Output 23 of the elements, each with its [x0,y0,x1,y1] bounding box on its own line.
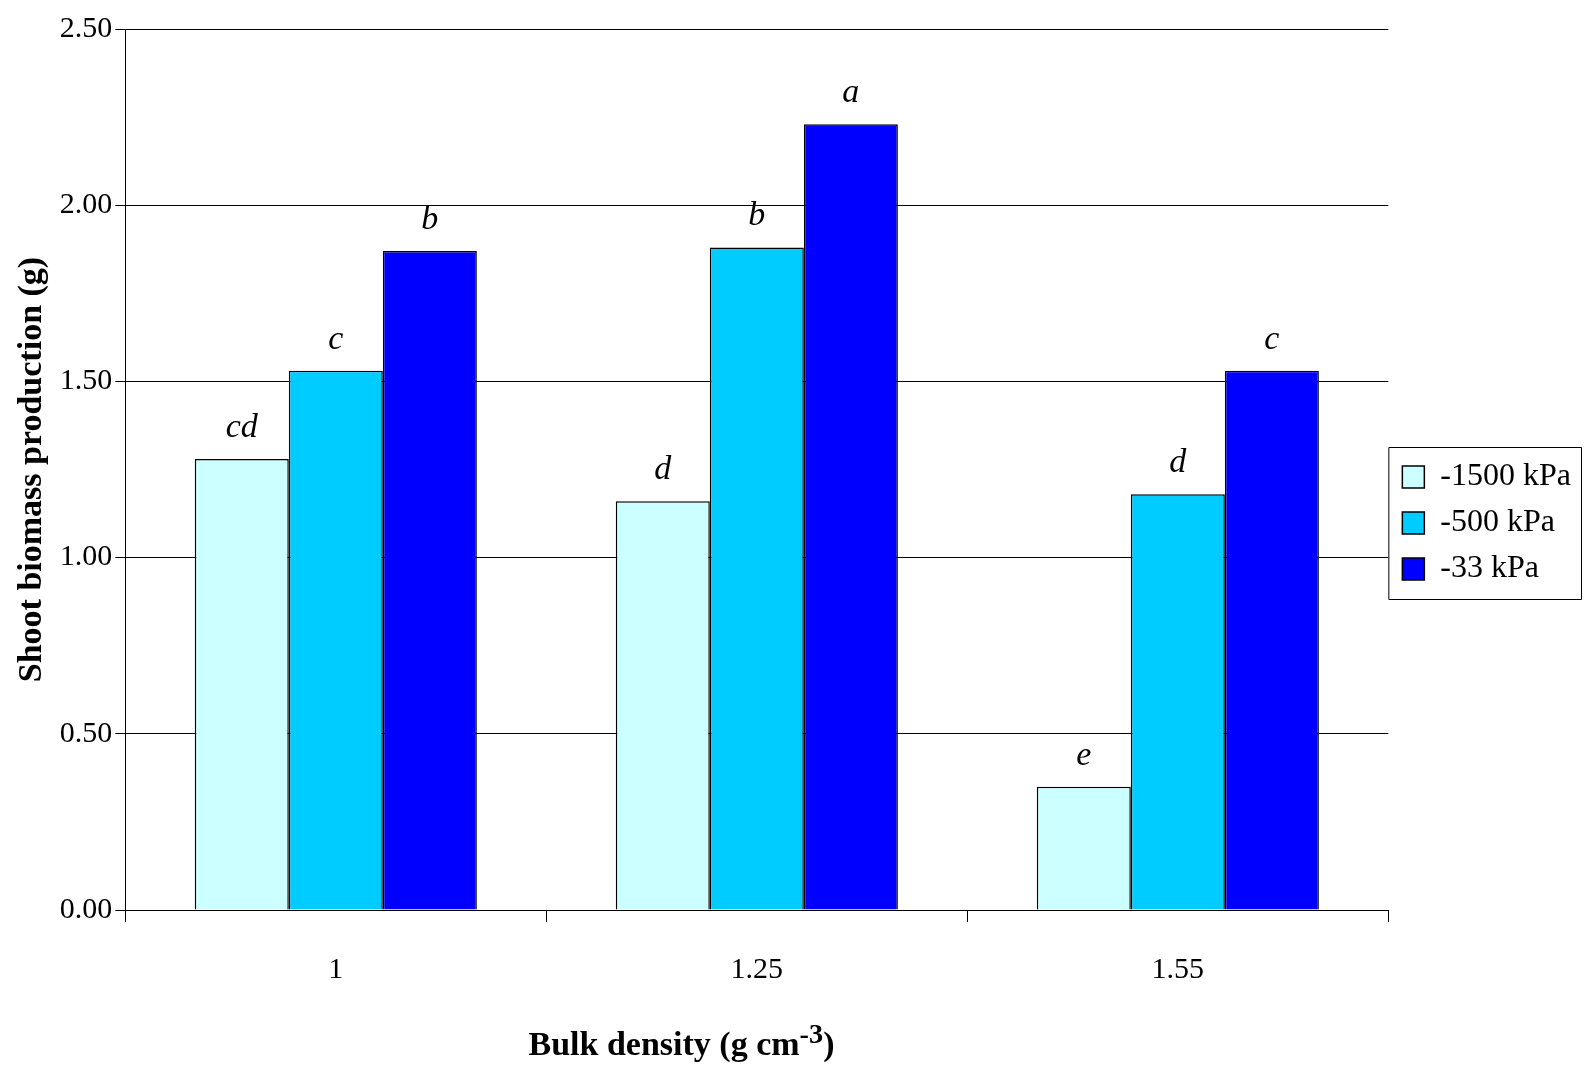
data-label: cd [225,406,259,444]
data-label: a [842,72,860,110]
data-label: c [1264,318,1280,356]
y-tick-label: 0.00 [59,890,113,924]
x-tick-label: 1 [328,950,344,984]
y-axis-title: Shoot biomass production (g) [11,256,50,683]
data-label: b [421,198,439,236]
x-tick-label: 1.25 [730,950,784,984]
y-tick-label: 0.50 [59,714,113,748]
y-tick-label: 1.00 [59,538,113,572]
x-tick-label: 1.55 [1151,950,1205,984]
data-label: c [328,318,344,356]
x-axis-title: Bulk density (g cm$^{-3}$) [527,1018,836,1064]
legend-label: -1500 kPa [1440,456,1571,493]
data-label: b [748,195,766,233]
legend-label: -500 kPa [1440,502,1555,539]
y-tick-label: 1.50 [59,362,113,396]
data-label: d [654,449,673,487]
data-label: e [1076,734,1092,772]
legend-label: -33 kPa [1440,548,1539,585]
data-label: d [1169,442,1188,480]
y-tick-label: 2.00 [59,186,113,220]
y-tick-label: 2.50 [59,9,113,43]
